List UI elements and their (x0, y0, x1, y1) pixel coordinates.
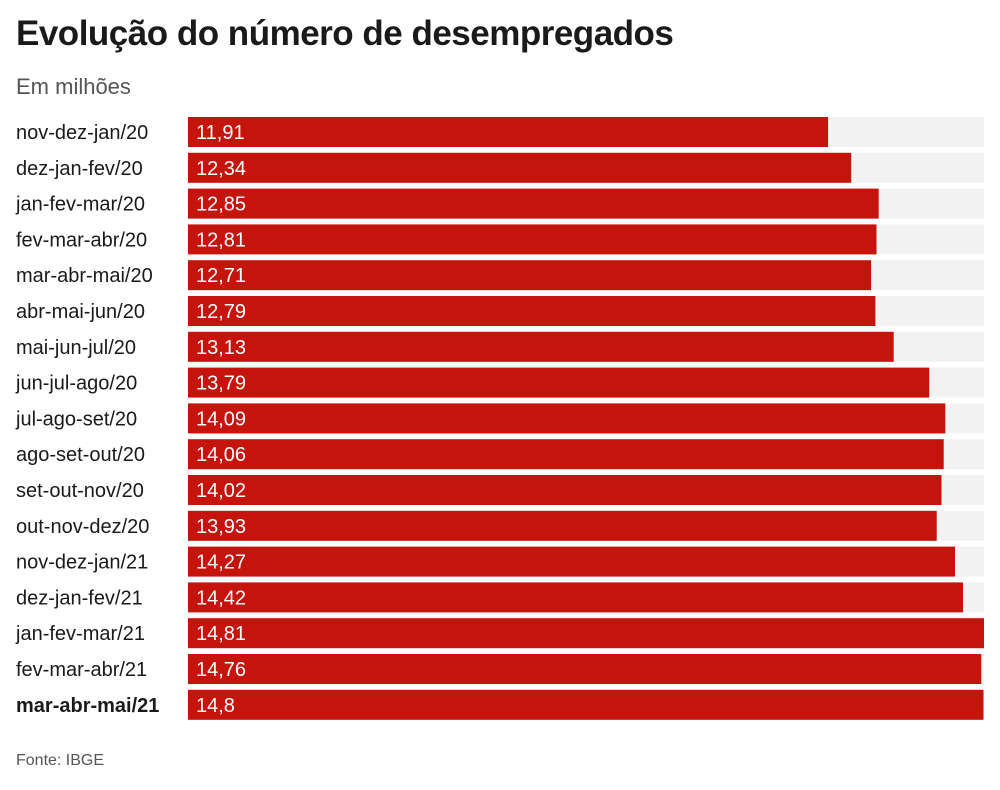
category-label: dez-jan-fev/21 (16, 587, 143, 609)
bar-row: abr-mai-jun/20 12,79 (16, 296, 984, 326)
category-label: jan-fev-mar/20 (15, 194, 145, 216)
bar-row: nov-dez-jan/20 11,91 (16, 117, 984, 147)
category-label: fev-mar-abr/20 (16, 229, 147, 251)
value-label: 12,85 (196, 194, 246, 216)
bar (188, 367, 930, 398)
category-label: out-nov-dez/20 (16, 516, 149, 538)
value-label: 13,79 (196, 373, 246, 395)
bar (188, 654, 982, 684)
bar-row: fev-mar-abr/21 14,76 (16, 654, 984, 684)
value-label: 14,02 (196, 480, 246, 502)
category-label: jul-ago-set/20 (15, 408, 137, 430)
bar-row: jan-fev-mar/20 12,85 (15, 188, 984, 219)
category-label: abr-mai-jun/20 (16, 301, 145, 323)
bar (188, 224, 877, 255)
bar (188, 152, 852, 183)
bar (188, 403, 946, 434)
value-label: 14,27 (196, 552, 246, 574)
category-label: ago-set-out/20 (16, 444, 145, 466)
category-label: set-out-nov/20 (16, 480, 144, 502)
value-label: 12,81 (196, 229, 246, 251)
bar (188, 117, 829, 147)
bar (188, 689, 984, 720)
value-label: 12,79 (196, 301, 246, 323)
category-label: dez-jan-fev/20 (16, 158, 143, 180)
value-label: 12,71 (196, 265, 246, 287)
bar (188, 546, 955, 577)
bar-row: jul-ago-set/20 14,09 (15, 403, 984, 434)
bar-row: dez-jan-fev/21 14,42 (16, 582, 984, 613)
bar (188, 296, 876, 326)
value-label: 14,76 (196, 659, 246, 681)
category-label: mar-abr-mai/21 (16, 695, 159, 717)
bar-row: set-out-nov/20 14,02 (16, 475, 984, 505)
bar-row: mar-abr-mai/21 14,8 (16, 689, 984, 720)
bar (188, 510, 937, 541)
bar (188, 260, 872, 291)
category-label: mai-jun-jul/20 (16, 337, 136, 359)
value-label: 14,42 (196, 587, 246, 609)
bar (188, 188, 879, 219)
chart-subtitle: Em milhões (16, 74, 131, 99)
chart-title: Evolução do número de desempregados (16, 14, 674, 53)
bar (188, 331, 894, 362)
bar-row: nov-dez-jan/21 14,27 (16, 546, 984, 577)
category-label: fev-mar-abr/21 (16, 659, 147, 681)
bar-row: mai-jun-jul/20 13,13 (16, 331, 984, 362)
value-label: 14,81 (196, 623, 246, 645)
bar-row: jan-fev-mar/21 14,81 (15, 618, 984, 649)
bar (188, 582, 963, 613)
value-label: 13,13 (196, 337, 246, 359)
value-label: 11,91 (196, 122, 245, 144)
bar (188, 439, 944, 470)
value-label: 13,93 (196, 516, 246, 538)
category-label: jun-jul-ago/20 (15, 373, 137, 395)
category-label: nov-dez-jan/21 (16, 552, 148, 574)
bar-row: out-nov-dez/20 13,93 (16, 510, 984, 541)
bar-row: jun-jul-ago/20 13,79 (15, 367, 984, 398)
chart-source: Fonte: IBGE (16, 752, 105, 769)
bar-row: mar-abr-mai/20 12,71 (16, 260, 984, 291)
bar-row: fev-mar-abr/20 12,81 (16, 224, 984, 255)
category-label: mar-abr-mai/20 (16, 265, 153, 287)
bar (188, 618, 984, 649)
bar-row: dez-jan-fev/20 12,34 (16, 152, 984, 183)
bar (188, 475, 942, 505)
bar-row: ago-set-out/20 14,06 (16, 439, 984, 470)
category-label: nov-dez-jan/20 (16, 122, 148, 144)
value-label: 14,09 (196, 408, 246, 430)
category-label: jan-fev-mar/21 (15, 623, 145, 645)
value-label: 14,8 (196, 695, 235, 717)
value-label: 14,06 (196, 444, 246, 466)
value-label: 12,34 (196, 158, 246, 180)
